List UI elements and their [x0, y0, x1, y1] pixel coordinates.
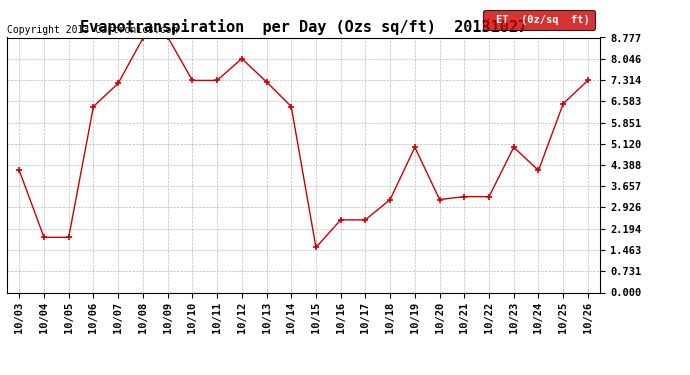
Text: Copyright 2013 Cartronics.com: Copyright 2013 Cartronics.com	[7, 25, 177, 35]
Title: Evapotranspiration  per Day (Ozs sq/ft)  20131027: Evapotranspiration per Day (Ozs sq/ft) 2…	[80, 19, 527, 35]
Legend: ET  (0z/sq  ft): ET (0z/sq ft)	[482, 9, 595, 30]
